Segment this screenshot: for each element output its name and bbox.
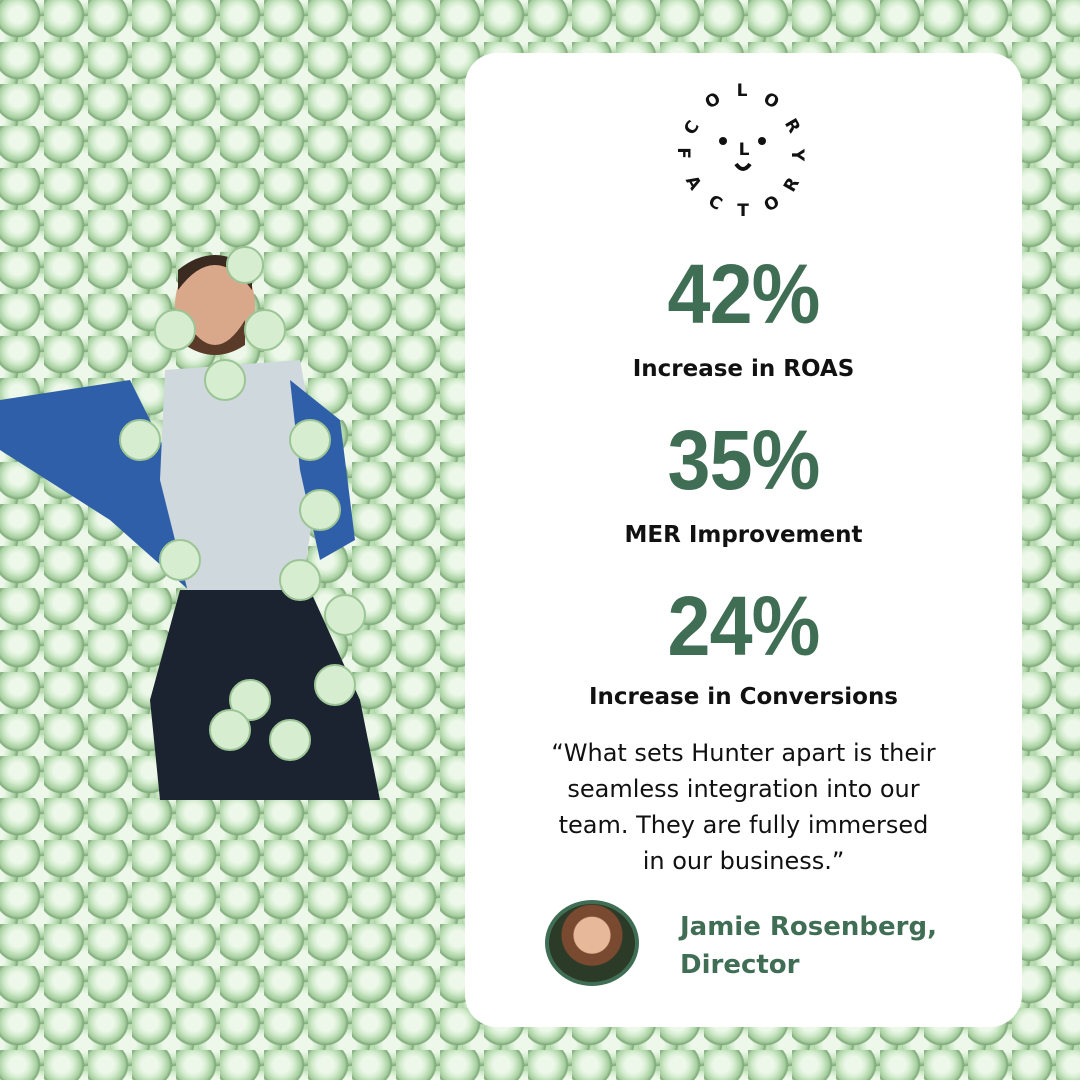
svg-text:C: C — [680, 117, 704, 139]
svg-text:O: O — [760, 89, 783, 114]
quote-line: in our business.” — [642, 847, 845, 875]
stat-roas: 42% Increase in ROAS — [465, 252, 1022, 381]
quote-line: “What sets Hunter apart is their — [551, 739, 936, 767]
stat-value: 24% — [667, 579, 821, 673]
svg-text:R: R — [780, 115, 804, 136]
color-factory-logo: C O L O R Y R O T C A F L — [673, 81, 807, 220]
svg-text:Y: Y — [787, 148, 807, 162]
svg-text:O: O — [761, 192, 784, 217]
svg-text:L: L — [737, 81, 748, 101]
quote-line: seamless integration into our — [567, 775, 920, 803]
stat-mer: 35% MER Improvement — [465, 418, 1022, 547]
stat-label: Increase in Conversions — [588, 684, 899, 710]
background-photo-man-in-ball-pit — [0, 246, 380, 800]
stat-label: MER Improvement — [624, 522, 863, 548]
stat-conversions: 24% Increase in Conversions — [465, 584, 1022, 709]
testimonial-quote: “What sets Hunter apart is their seamles… — [520, 735, 967, 879]
stat-label: Increase in ROAS — [632, 356, 855, 382]
testimonial-card — [465, 53, 1022, 1027]
author-name-text: Jamie Rosenberg, — [680, 912, 937, 942]
svg-text:O: O — [702, 89, 725, 114]
author-name: Jamie Rosenberg, Director — [680, 908, 937, 984]
svg-text:C: C — [705, 191, 726, 215]
svg-text:R: R — [780, 174, 804, 195]
svg-text:F: F — [673, 147, 693, 159]
svg-text:T: T — [737, 201, 749, 220]
quote-line: team. They are fully immersed — [558, 811, 929, 839]
svg-text:L: L — [739, 140, 750, 160]
author-avatar — [545, 900, 639, 986]
stat-value: 42% — [667, 247, 821, 341]
stat-value: 35% — [667, 413, 821, 507]
svg-text:A: A — [681, 172, 705, 194]
author-title: Director — [680, 950, 800, 980]
